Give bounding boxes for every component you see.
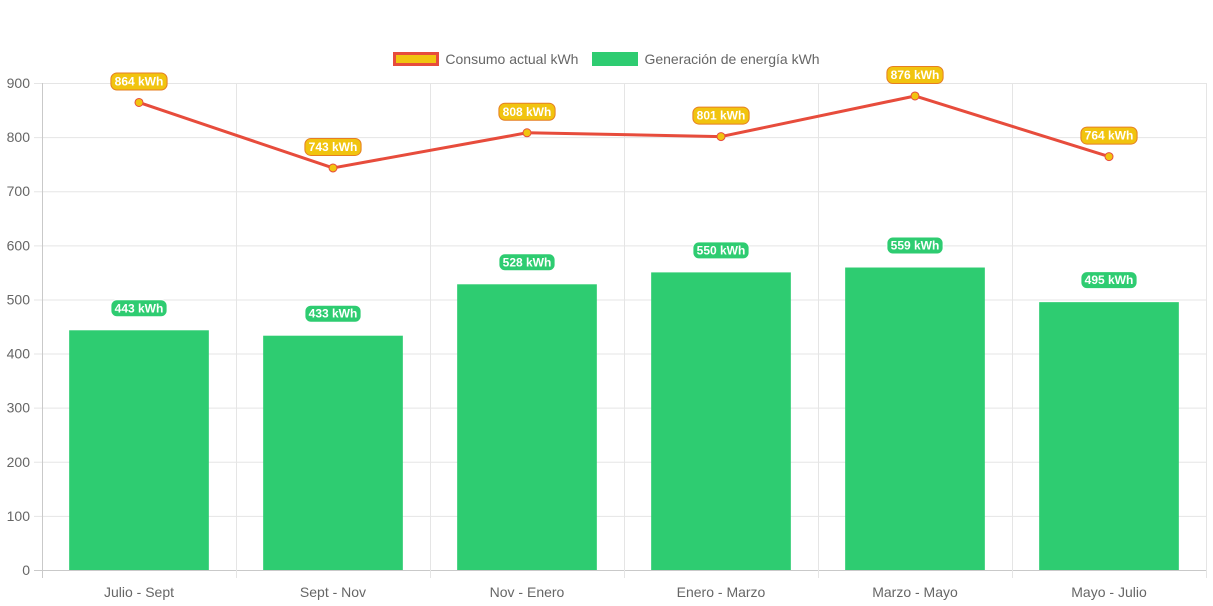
x-tick-label: Sept - Nov xyxy=(300,584,366,600)
y-tick-label: 800 xyxy=(7,129,31,145)
bar-data-label: 528 kWh xyxy=(498,253,556,272)
x-tick-label: Julio - Sept xyxy=(104,584,174,600)
legend: Consumo actual kWh Generación de energía… xyxy=(0,51,1213,67)
line-data-label-text: 876 kWh xyxy=(891,68,940,82)
line-data-label: 864 kWh xyxy=(110,72,168,91)
bar-data-label-text: 433 kWh xyxy=(309,307,358,321)
bar-data-label-text: 528 kWh xyxy=(503,255,552,269)
bar-data-label-bg xyxy=(886,236,944,255)
line-data-label-text: 808 kWh xyxy=(503,105,552,119)
bar-data-label: 495 kWh xyxy=(1080,271,1138,290)
line-data-label: 808 kWh xyxy=(498,102,556,121)
x-tick-label: Marzo - Mayo xyxy=(872,584,958,600)
data-labels: 443 kWh 433 kWh 528 kWh 550 kWh 559 kWh 495 k… xyxy=(110,65,1138,323)
line-data-label-bg xyxy=(692,106,750,125)
y-tick-label: 700 xyxy=(7,183,31,199)
bar-data-label: 559 kWh xyxy=(886,236,944,255)
legend-swatch-generacion xyxy=(592,52,639,66)
line-data-label-bg xyxy=(110,72,168,91)
line-data-label-bg xyxy=(304,137,362,156)
grid xyxy=(34,83,1207,578)
line-path xyxy=(138,94,1110,170)
y-tick-label: 300 xyxy=(7,400,31,416)
bar-data-label-text: 550 kWh xyxy=(697,243,746,257)
bar-data-label-bg xyxy=(692,241,750,260)
line-point xyxy=(716,132,726,142)
legend-item-generacion[interactable]: Generación de energía kWh xyxy=(592,51,820,67)
line-data-label-bg xyxy=(498,102,556,121)
line-data-label-text: 764 kWh xyxy=(1085,129,1134,143)
x-tick-label: Mayo - Julio xyxy=(1071,584,1147,600)
legend-label-generacion: Generación de energía kWh xyxy=(644,51,820,67)
line-point xyxy=(328,163,338,173)
bar-data-label-bg xyxy=(1080,271,1138,290)
bar-data-label-bg xyxy=(498,253,556,272)
bar-data-label-text: 495 kWh xyxy=(1085,273,1134,287)
x-tick-label: Nov - Enero xyxy=(490,584,565,600)
line-point xyxy=(134,97,144,107)
x-axis: Julio - Sept Sept - Nov Nov - Enero Enero -… xyxy=(104,584,1147,600)
bar-data-label-text: 443 kWh xyxy=(115,301,164,315)
y-tick-label: 500 xyxy=(7,291,31,307)
line-data-label-bg xyxy=(886,65,944,84)
line-data-label: 876 kWh xyxy=(886,65,944,84)
legend-item-consumo[interactable]: Consumo actual kWh xyxy=(393,51,578,67)
y-tick-label: 400 xyxy=(7,346,31,362)
line-data-label-bg xyxy=(1080,126,1138,145)
bar xyxy=(1039,302,1179,570)
line-data-label-text: 801 kWh xyxy=(697,109,746,123)
line-data-label: 743 kWh xyxy=(304,137,362,156)
bar-data-label: 433 kWh xyxy=(304,304,362,323)
x-tick-label: Enero - Marzo xyxy=(677,584,766,600)
y-tick-label: 900 xyxy=(7,75,31,91)
bar-data-label-bg xyxy=(110,299,168,318)
line-series xyxy=(134,91,1114,173)
bar-series xyxy=(69,267,1179,570)
line-data-label: 764 kWh xyxy=(1080,126,1138,145)
bar xyxy=(69,330,209,570)
line-point xyxy=(910,91,920,101)
line-data-label-text: 743 kWh xyxy=(309,140,358,154)
y-tick-label: 100 xyxy=(7,508,31,524)
y-tick-label: 0 xyxy=(22,562,30,578)
y-tick-label: 600 xyxy=(7,237,31,253)
line-point xyxy=(1104,152,1114,162)
bar xyxy=(457,284,597,570)
line-data-label: 801 kWh xyxy=(692,106,750,125)
bar xyxy=(845,267,985,570)
legend-swatch-consumo xyxy=(393,52,440,66)
bar xyxy=(263,335,403,570)
bar xyxy=(651,272,791,570)
legend-label-consumo: Consumo actual kWh xyxy=(445,51,579,67)
y-axis: 0 100 200 300 400 500 600 700 800 900 xyxy=(7,75,31,578)
y-tick-label: 200 xyxy=(7,454,31,470)
line-data-label-text: 864 kWh xyxy=(115,74,164,88)
bar-data-label-text: 559 kWh xyxy=(891,239,940,253)
bar-data-label-bg xyxy=(304,304,362,323)
bar-data-label: 443 kWh xyxy=(110,299,168,318)
bar-data-label: 550 kWh xyxy=(692,241,750,260)
line-point xyxy=(522,128,532,138)
